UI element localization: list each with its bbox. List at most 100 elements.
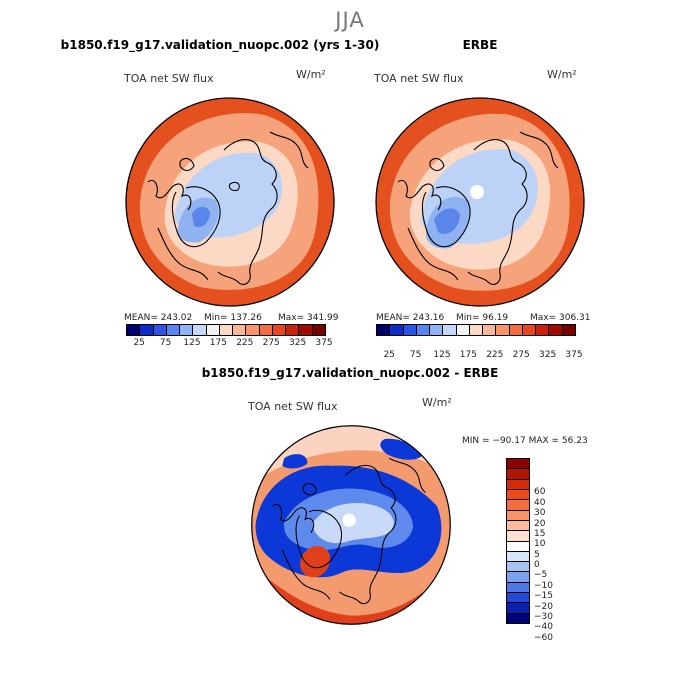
diff-polar-map [251, 425, 451, 625]
diff-colorbar [506, 458, 530, 624]
diff-pole-gap [342, 513, 356, 527]
diff-colorbar-swatch [507, 510, 529, 521]
diff-minmax: MIN = −90.17 MAX = 56.23 [462, 436, 588, 446]
diff-colorbar-tick-label: −20 [534, 601, 553, 612]
diff-colorbar-swatch [507, 531, 529, 542]
diff-colorbar-tick-label: 20 [534, 518, 546, 529]
colorbar-swatch [536, 325, 550, 335]
diff-colorbar-tick-label: −60 [534, 632, 553, 643]
colorbar-tick-label: 175 [209, 338, 227, 348]
model-mean: MEAN= 243.02 [124, 313, 193, 323]
diff-colorbar-swatch [507, 603, 529, 614]
colorbar-tick-label: 175 [459, 350, 477, 360]
colorbar-swatch [312, 325, 325, 335]
diff-colorbar-labels: 60 40 30 20 15 10 5 0 −5 −10 −15 −20 −30 −40 −60 [534, 482, 574, 648]
model-polar-map [125, 97, 335, 307]
colorbar-swatch [456, 325, 470, 335]
diff-colorbar-tick-label: 30 [534, 508, 546, 519]
colorbar-swatch [390, 325, 404, 335]
diff-coastlines [272, 457, 426, 605]
model-colorbar [126, 324, 326, 336]
diff-colorbar-tick-label: −15 [534, 591, 553, 602]
colorbar-tick-label: 225 [486, 350, 504, 360]
colorbar-swatch [166, 325, 181, 335]
diff-colorbar-tick-label: 15 [534, 528, 546, 539]
colorbar-swatch [549, 325, 563, 335]
diff-panel-title: b1850.f19_g17.validation_nuopc.002 - ERB… [201, 366, 499, 380]
season-title: JJA [335, 8, 365, 32]
obs-units-label: W/m² [547, 68, 577, 81]
colorbar-swatch [193, 325, 207, 335]
diff-colorbar-tick-label: 10 [534, 539, 546, 550]
diff-colorbar-swatch [507, 469, 529, 480]
diff-colorbar-swatch [507, 489, 529, 501]
colorbar-swatch [509, 325, 523, 335]
colorbar-swatch [483, 325, 497, 335]
obs-pole-gap [470, 185, 484, 199]
diff-blue-patch-nw [282, 454, 308, 469]
diff-map-border [251, 425, 451, 625]
obs-panel-title: ERBE [462, 38, 498, 52]
obs-polar-map [375, 97, 585, 307]
diff-units-label: W/m² [422, 396, 452, 409]
model-field-label: TOA net SW flux [124, 72, 214, 85]
colorbar-swatch [377, 325, 391, 335]
obs-greenland-blue [434, 208, 460, 234]
diff-colorbar-tick-label: −40 [534, 622, 553, 633]
colorbar-swatch [153, 325, 167, 335]
colorbar-swatch [180, 325, 194, 335]
diff-field-label: TOA net SW flux [248, 400, 338, 413]
model-greenland-blue [192, 206, 210, 228]
colorbar-tick-label: 225 [236, 338, 254, 348]
diff-colorbar-tick-label: 60 [534, 487, 546, 498]
diff-colorbar-swatch [507, 459, 529, 470]
colorbar-tick-label: 325 [289, 338, 307, 348]
obs-mean: MEAN= 243.16 [376, 313, 445, 323]
diff-colorbar-swatch [507, 562, 529, 573]
colorbar-swatch [140, 325, 154, 335]
colorbar-tick-label: 25 [133, 338, 145, 348]
obs-max: Max= 306.31 [530, 313, 591, 323]
colorbar-tick-label: 375 [315, 338, 333, 348]
diff-colorbar-swatch [507, 520, 529, 532]
colorbar-swatch [272, 325, 287, 335]
diff-colorbar-tick-label: −5 [534, 570, 548, 581]
colorbar-swatch [496, 325, 510, 335]
colorbar-swatch [469, 325, 484, 335]
diff-blue-patch-ne [380, 438, 422, 460]
colorbar-tick-label: 275 [512, 350, 530, 360]
obs-coastlines [397, 131, 559, 285]
model-colorbar-labels: 25 75 125 175 225 275 325 375 [126, 338, 332, 350]
obs-min: Min= 96.19 [456, 313, 509, 323]
colorbar-swatch [522, 325, 537, 335]
colorbar-swatch [246, 325, 260, 335]
colorbar-swatch [416, 325, 431, 335]
colorbar-tick-label: 25 [383, 350, 395, 360]
colorbar-tick-label: 325 [539, 350, 557, 360]
diff-colorbar-swatch [507, 572, 529, 583]
colorbar-swatch [299, 325, 313, 335]
colorbar-swatch [430, 325, 444, 335]
diff-colorbar-tick-label: 5 [534, 549, 540, 560]
diff-colorbar-tick-label: 40 [534, 497, 546, 508]
obs-map-border [375, 97, 585, 307]
obs-field-label: TOA net SW flux [374, 72, 464, 85]
model-max: Max= 341.99 [278, 313, 339, 323]
colorbar-tick-label: 375 [565, 350, 583, 360]
model-min: Min= 137.26 [204, 313, 262, 323]
colorbar-swatch [127, 325, 141, 335]
obs-colorbar [376, 324, 576, 336]
model-coastlines [147, 131, 309, 285]
colorbar-swatch [443, 325, 457, 335]
colorbar-swatch [286, 325, 300, 335]
colorbar-swatch [562, 325, 575, 335]
colorbar-tick-label: 125 [433, 350, 451, 360]
diff-colorbar-tick-label: 0 [534, 560, 540, 570]
diff-colorbar-swatch [507, 593, 529, 604]
diff-colorbar-swatch [507, 500, 529, 511]
colorbar-swatch [259, 325, 273, 335]
diff-colorbar-swatch [507, 551, 529, 563]
colorbar-tick-label: 275 [262, 338, 280, 348]
diff-red-patch [300, 545, 331, 578]
model-map-border [125, 97, 335, 307]
